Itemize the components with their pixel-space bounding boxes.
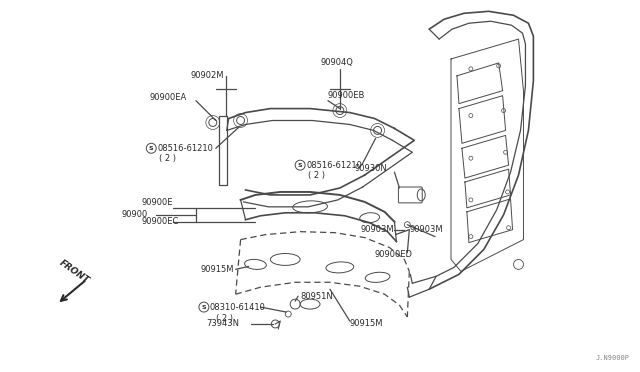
Text: ( 2 ): ( 2 ): [308, 171, 325, 180]
Text: ( 2 ): ( 2 ): [216, 314, 233, 323]
Text: 90900EA: 90900EA: [149, 93, 186, 102]
Text: 90904Q: 90904Q: [320, 58, 353, 67]
Text: 90900E: 90900E: [141, 198, 173, 207]
Text: 90915M: 90915M: [350, 320, 383, 328]
Text: S: S: [202, 305, 206, 310]
Text: ( 2 ): ( 2 ): [159, 154, 176, 163]
Text: S: S: [298, 163, 303, 168]
Text: 90902M: 90902M: [191, 71, 225, 80]
Text: 90900: 90900: [122, 210, 148, 219]
Text: 90900EB: 90900EB: [328, 91, 365, 100]
Text: FRONT: FRONT: [57, 258, 90, 285]
Text: J.N9000P: J.N9000P: [596, 355, 630, 361]
Text: 90903M: 90903M: [410, 225, 443, 234]
Text: 73943N: 73943N: [206, 320, 239, 328]
Text: 90915M: 90915M: [201, 265, 234, 274]
Text: 08310-61410: 08310-61410: [210, 302, 266, 312]
Text: 08516-61210: 08516-61210: [157, 144, 213, 153]
Text: S: S: [149, 146, 154, 151]
Text: 90900ED: 90900ED: [374, 250, 413, 259]
Text: 90930N: 90930N: [355, 164, 387, 173]
Text: 90903M: 90903M: [361, 225, 394, 234]
Text: 80951N: 80951N: [300, 292, 333, 301]
Text: 08516-61210: 08516-61210: [306, 161, 362, 170]
Text: 90900EC: 90900EC: [141, 217, 179, 226]
